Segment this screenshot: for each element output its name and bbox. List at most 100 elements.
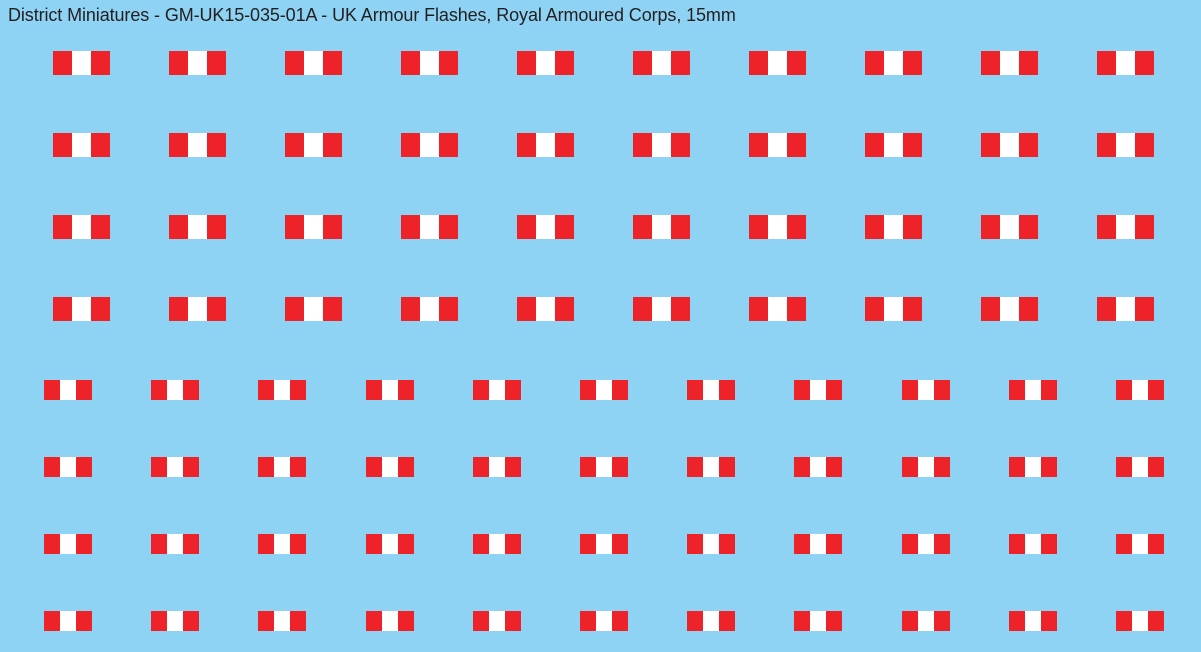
flash-stripe-red [1041, 457, 1057, 477]
flash-stripe-red [1135, 215, 1154, 239]
flash-stripe-red [865, 133, 884, 157]
armour-flash-decal [687, 457, 735, 477]
flash-stripe-red [91, 297, 110, 321]
flash-stripe-white [60, 611, 76, 631]
flash-stripe-red [169, 297, 188, 321]
flash-stripe-red [290, 534, 306, 554]
flash-stripe-white [536, 215, 555, 239]
flash-stripe-red [555, 133, 574, 157]
flash-stripe-red [787, 133, 806, 157]
flash-stripe-white [1025, 534, 1041, 554]
flash-stripe-red [903, 51, 922, 75]
flash-stripe-red [1009, 611, 1025, 631]
armour-flash-decal [794, 457, 842, 477]
flash-stripe-white [1132, 534, 1148, 554]
flash-stripe-red [76, 534, 92, 554]
flash-stripe-white [304, 215, 323, 239]
flash-stripe-white [60, 380, 76, 400]
flash-stripe-white [918, 380, 934, 400]
armour-flash-decal [366, 380, 414, 400]
flash-stripe-red [1116, 457, 1132, 477]
armour-flash-decal [517, 297, 574, 321]
flash-stripe-red [401, 297, 420, 321]
flash-stripe-red [749, 215, 768, 239]
flash-stripe-white [652, 215, 671, 239]
flash-stripe-red [285, 133, 304, 157]
flash-stripe-white [167, 457, 183, 477]
flash-stripe-red [687, 380, 703, 400]
flash-stripe-red [53, 215, 72, 239]
flash-stripe-red [1009, 380, 1025, 400]
armour-flash-decal [749, 297, 806, 321]
flash-stripe-red [258, 457, 274, 477]
armour-flash-decal [981, 297, 1038, 321]
flash-stripe-red [633, 51, 652, 75]
flash-stripe-red [865, 215, 884, 239]
flash-stripe-red [207, 133, 226, 157]
flash-stripe-red [53, 133, 72, 157]
flash-stripe-white [60, 534, 76, 554]
flash-stripe-white [382, 457, 398, 477]
flash-stripe-white [596, 457, 612, 477]
flash-stripe-red [439, 133, 458, 157]
flash-stripe-red [473, 534, 489, 554]
flash-stripe-red [1009, 457, 1025, 477]
flash-stripe-white [167, 611, 183, 631]
flash-stripe-red [902, 457, 918, 477]
flash-stripe-red [787, 215, 806, 239]
flash-stripe-white [72, 215, 91, 239]
flash-stripe-white [1000, 51, 1019, 75]
armour-flash-decal [580, 611, 628, 631]
armour-flash-decal [401, 133, 458, 157]
flash-stripe-white [768, 215, 787, 239]
flash-stripe-white [1025, 380, 1041, 400]
flash-stripe-red [76, 457, 92, 477]
flash-stripe-red [366, 534, 382, 554]
flash-stripe-red [1041, 611, 1057, 631]
flash-stripe-white [703, 534, 719, 554]
flash-stripe-red [505, 380, 521, 400]
flash-stripe-red [183, 611, 199, 631]
flash-stripe-red [687, 611, 703, 631]
armour-flash-decal [53, 297, 110, 321]
flash-stripe-red [934, 534, 950, 554]
flash-stripe-white [1025, 457, 1041, 477]
armour-flash-decal [865, 215, 922, 239]
armour-flash-decal [53, 215, 110, 239]
armour-flash-decal [258, 457, 306, 477]
flash-stripe-red [903, 133, 922, 157]
armour-flash-decal [633, 297, 690, 321]
flash-stripe-white [382, 534, 398, 554]
armour-flash-decal [981, 133, 1038, 157]
armour-flash-decal [580, 457, 628, 477]
flash-stripe-red [517, 215, 536, 239]
flash-stripe-red [169, 133, 188, 157]
flash-stripe-red [91, 133, 110, 157]
flash-stripe-white [810, 611, 826, 631]
flash-stripe-red [981, 215, 1000, 239]
flash-stripe-red [633, 133, 652, 157]
flash-stripe-red [258, 611, 274, 631]
flash-stripe-red [323, 133, 342, 157]
flash-stripe-white [1132, 457, 1148, 477]
flash-stripe-white [1132, 380, 1148, 400]
flash-stripe-red [1116, 380, 1132, 400]
flash-stripe-red [323, 51, 342, 75]
flash-stripe-red [401, 133, 420, 157]
flash-stripe-red [787, 297, 806, 321]
flash-stripe-red [934, 380, 950, 400]
armour-flash-decal [473, 380, 521, 400]
flash-stripe-white [1000, 297, 1019, 321]
flash-stripe-red [612, 534, 628, 554]
armour-flash-decal [1116, 380, 1164, 400]
flash-stripe-white [1116, 215, 1135, 239]
flash-stripe-white [188, 51, 207, 75]
flash-stripe-red [323, 215, 342, 239]
flash-stripe-red [934, 611, 950, 631]
flash-stripe-red [290, 611, 306, 631]
flash-stripe-red [794, 457, 810, 477]
flash-stripe-red [323, 297, 342, 321]
flash-stripe-red [826, 380, 842, 400]
armour-flash-decal [517, 51, 574, 75]
flash-stripe-red [671, 297, 690, 321]
